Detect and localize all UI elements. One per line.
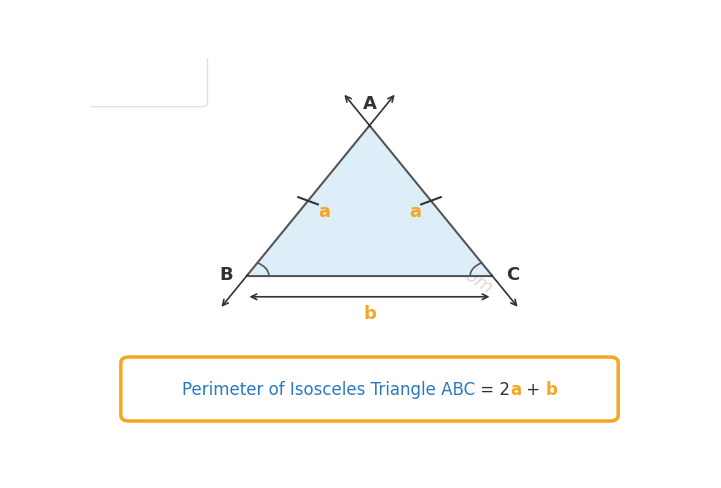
Text: A: A xyxy=(363,95,376,113)
Text: InfinityLearn.com: InfinityLearn.com xyxy=(355,196,496,297)
Text: C: C xyxy=(506,265,520,284)
Text: Perimeter of Isosceles Triangle ABC: Perimeter of Isosceles Triangle ABC xyxy=(182,380,475,398)
Text: a: a xyxy=(318,203,329,220)
Polygon shape xyxy=(247,126,492,277)
Text: B: B xyxy=(219,265,233,284)
Text: = 2: = 2 xyxy=(475,380,510,398)
Text: b: b xyxy=(363,305,376,323)
Text: +: + xyxy=(521,380,545,398)
Text: b: b xyxy=(545,380,557,398)
FancyBboxPatch shape xyxy=(74,47,208,107)
Text: a: a xyxy=(410,203,421,220)
FancyBboxPatch shape xyxy=(121,357,618,421)
Text: a: a xyxy=(510,380,521,398)
